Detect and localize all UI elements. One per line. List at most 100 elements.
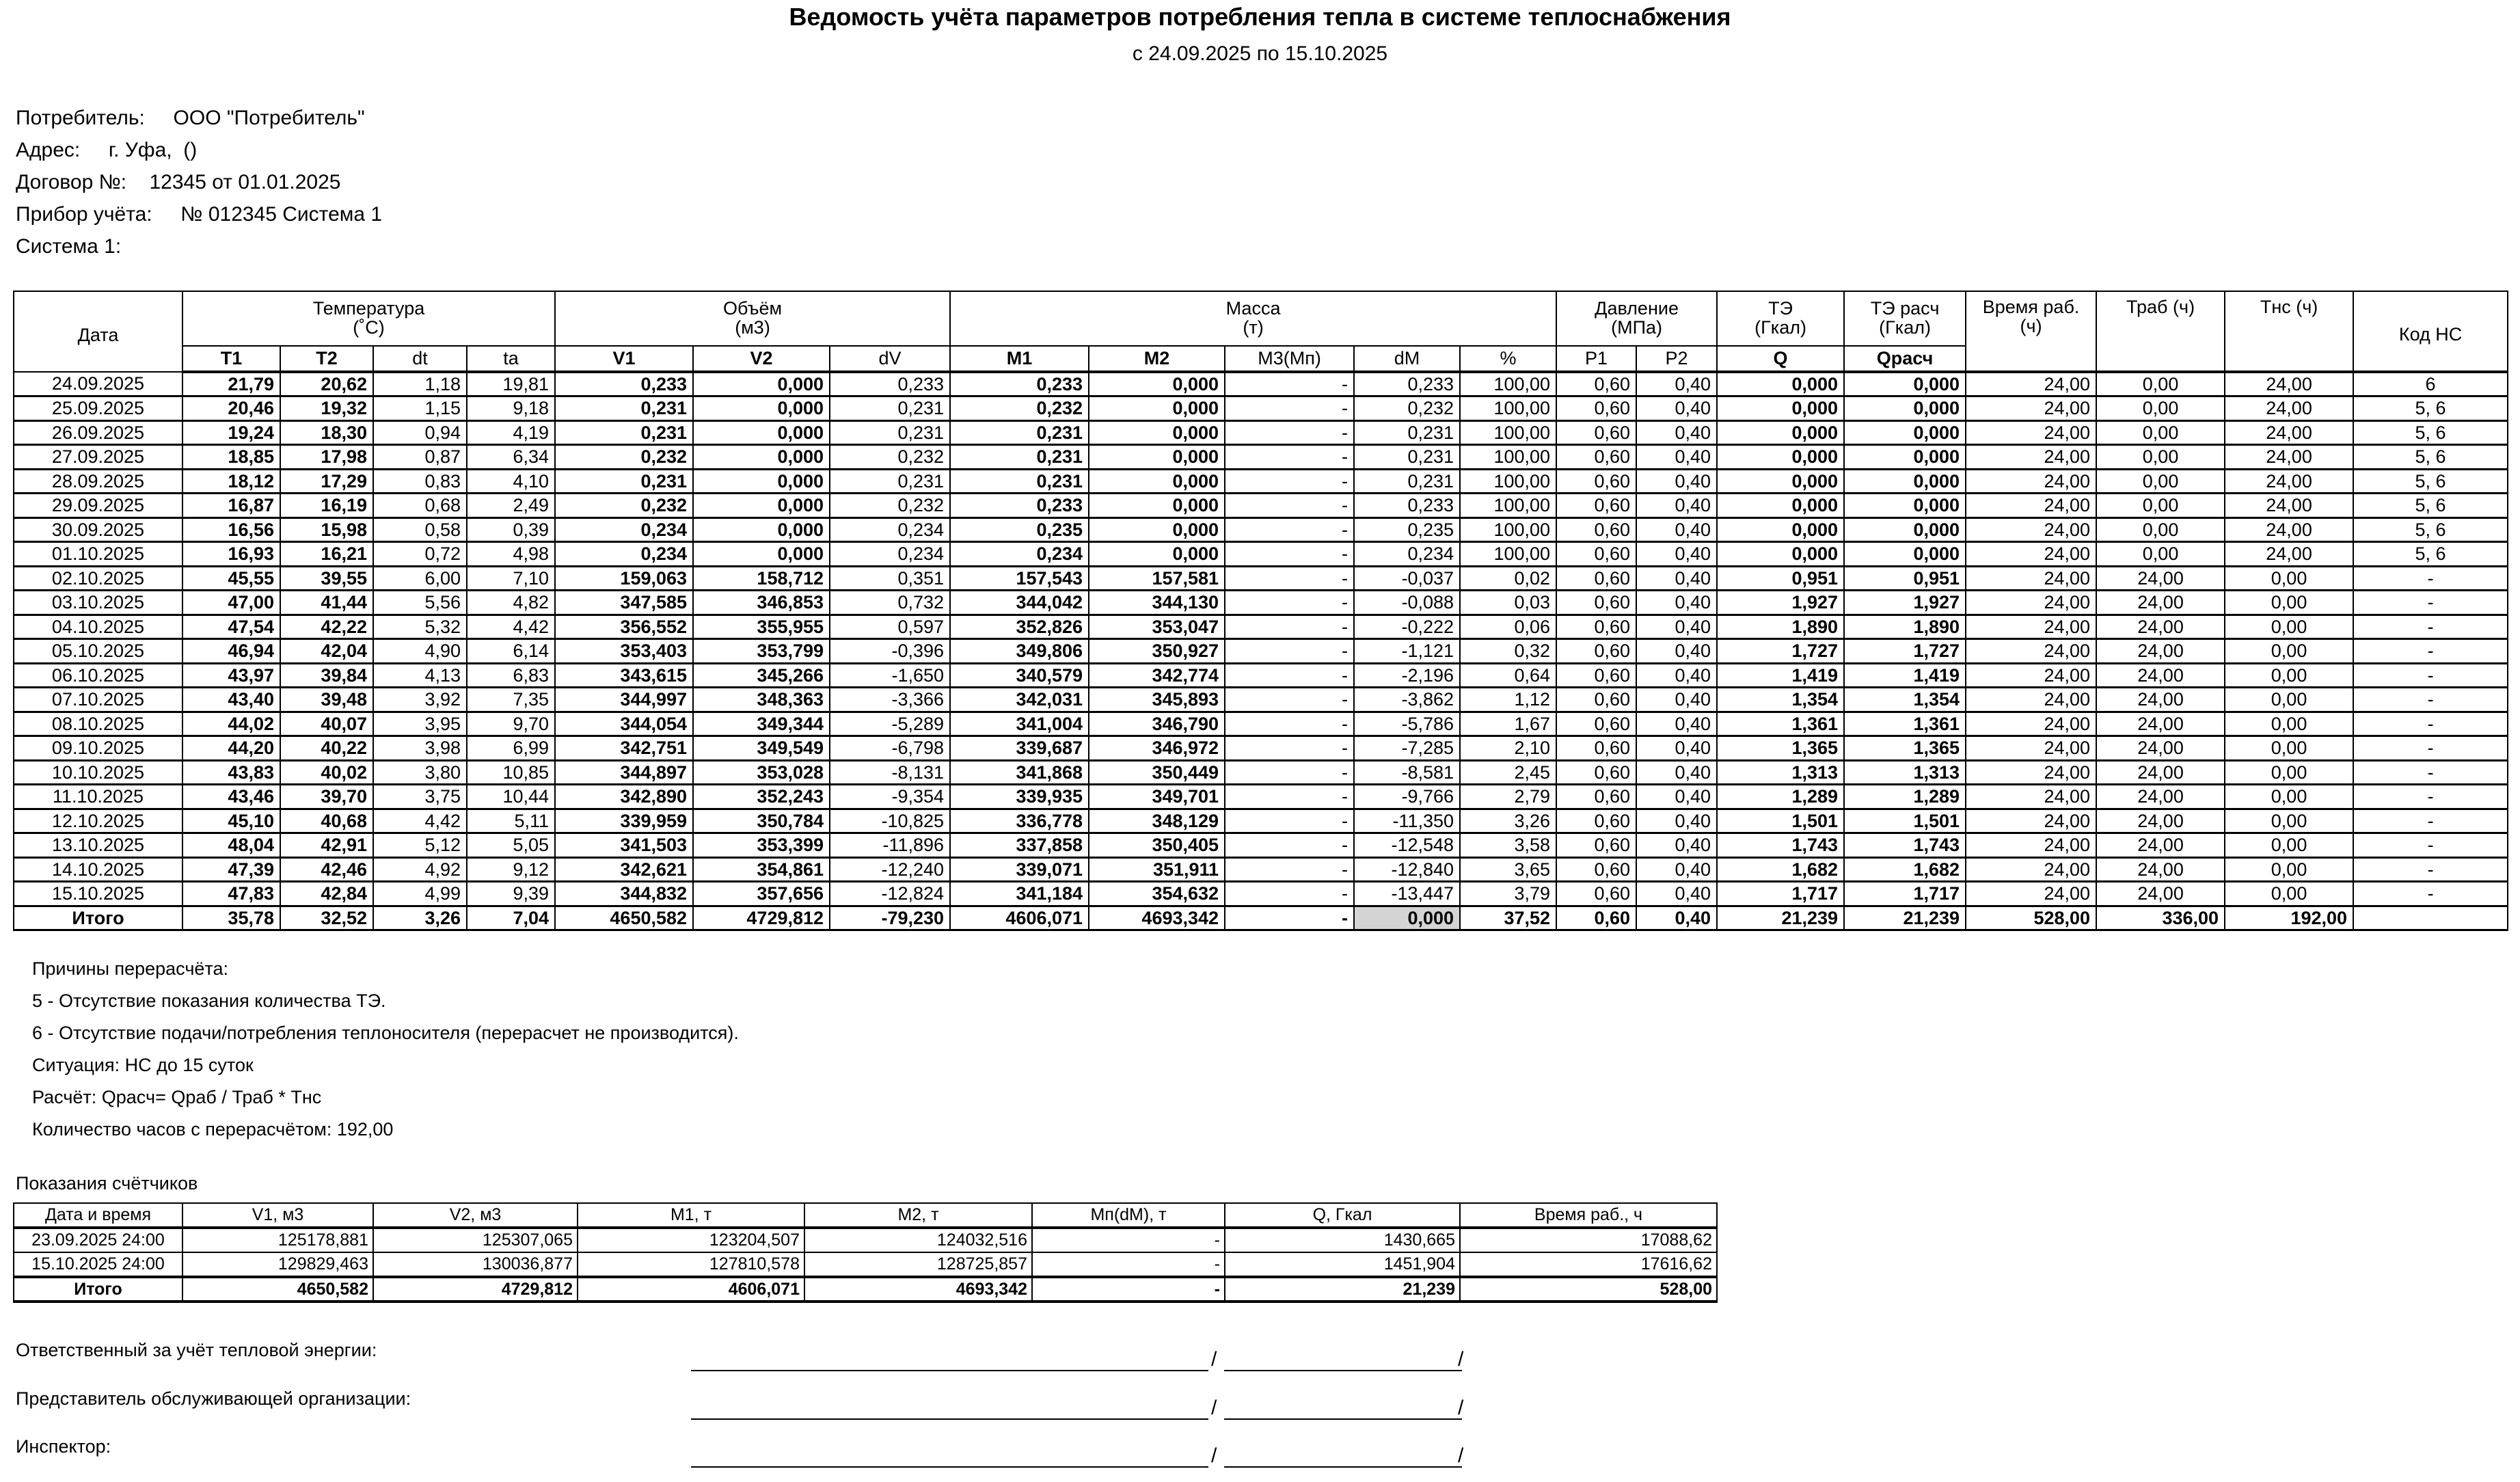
signature-label-responsible: Ответственный за учёт тепловой энергии: — [16, 1340, 377, 1360]
table-cell: 1,289 — [1716, 783, 1845, 810]
table-cell: 24,00 — [1965, 371, 2098, 397]
table-cell: 0,00 — [2224, 880, 2355, 907]
table-cell: 1,717 — [1716, 880, 1845, 907]
table-row: 01.10.2025 16,93 16,21 0,72 4,98 0,234 0,000 0,… — [13, 541, 2509, 567]
table-row: 27.09.2025 18,85 17,98 0,87 6,34 0,232 0,000 0,… — [13, 444, 2509, 470]
table-cell: 3,26 — [372, 905, 468, 931]
table-cell: -8,131 — [829, 759, 951, 785]
table-cell: 0,03 — [1459, 589, 1558, 616]
table-cell: 0,00 — [2224, 759, 2355, 785]
table-cell: - — [2353, 857, 2509, 883]
table-cell: 350,927 — [1088, 638, 1226, 664]
table-cell: -0,396 — [829, 638, 951, 664]
table-cell: 24,00 — [1965, 880, 2098, 907]
signature-slash: / — [1211, 1444, 1217, 1467]
name-slash: / — [1458, 1444, 1464, 1467]
table-cell: -0,222 — [1353, 614, 1461, 640]
note-formula: Расчёт: Qрасч= Qраб / Траб * Тнс — [32, 1087, 322, 1107]
table-cell: 24,00 — [2224, 444, 2355, 470]
table-cell: 47,83 — [182, 880, 281, 907]
meters-row: 15.10.2025 24:00 129829,463 130036,877 1278… — [13, 1252, 1718, 1278]
table-cell: - — [1224, 735, 1355, 762]
meters-cell: 130036,877 — [372, 1252, 578, 1278]
table-cell: 337,858 — [949, 832, 1090, 859]
table-cell: 7,04 — [465, 905, 556, 931]
meters-header-cell: Дата и время — [13, 1202, 183, 1229]
table-cell: 1,743 — [1716, 832, 1845, 859]
table-cell: 24,00 — [2096, 759, 2226, 785]
subheader-cell: dM — [1353, 345, 1461, 373]
table-cell: 3,98 — [372, 735, 468, 762]
table-cell: 339,935 — [949, 783, 1090, 810]
table-cell: 344,832 — [554, 880, 694, 907]
table-cell: 24,00 — [1965, 468, 2098, 494]
table-cell: 0,40 — [1636, 371, 1718, 397]
table-row: 30.09.2025 16,56 15,98 0,58 0,39 0,234 0,000 0,… — [13, 517, 2509, 543]
table-cell: 0,231 — [554, 395, 694, 422]
table-cell: 24,00 — [2096, 783, 2226, 810]
table-cell: 0,40 — [1636, 444, 1718, 470]
table-cell: 4,82 — [465, 589, 556, 616]
subheader-cell: Qрасч — [1843, 345, 1967, 373]
table-cell: 0,00 — [2224, 832, 2355, 859]
table-cell: 16,56 — [182, 517, 281, 543]
meters-cell: 17088,62 — [1459, 1227, 1718, 1253]
table-cell: 0,233 — [554, 371, 694, 397]
subheader-cell: % — [1459, 345, 1558, 373]
table-cell: 5,05 — [465, 832, 556, 859]
table-cell: 0,68 — [372, 492, 468, 519]
table-cell: 16,19 — [280, 492, 374, 519]
meters-cell: 4729,812 — [372, 1276, 578, 1303]
table-cell: 0,60 — [1556, 371, 1638, 397]
table-cell: 343,615 — [554, 662, 694, 688]
meters-total-row: Итого 4650,582 4729,812 4606,071 4693,342-21… — [13, 1276, 1718, 1303]
table-cell: 0,60 — [1556, 711, 1638, 737]
table-cell: 2,49 — [465, 492, 556, 519]
table-cell: 4,13 — [372, 662, 468, 688]
table-cell: 6,34 — [465, 444, 556, 470]
table-cell: - — [1224, 395, 1355, 422]
table-cell: 1,419 — [1716, 662, 1845, 688]
table-cell: 345,893 — [1088, 686, 1226, 713]
note-hours: Количество часов с перерасчётом: 192,00 — [32, 1119, 394, 1140]
table-cell: 0,000 — [1716, 468, 1845, 494]
table-cell: 3,58 — [1459, 832, 1558, 859]
header-trab: Траб (ч) — [2096, 291, 2226, 373]
table-cell: 5,12 — [372, 832, 468, 859]
table-cell: 6,99 — [465, 735, 556, 762]
table-row: 03.10.2025 47,00 41,44 5,56 4,82 347,585 346,8… — [13, 589, 2509, 616]
table-cell: 355,955 — [692, 614, 831, 640]
table-cell: 1,365 — [1843, 735, 1967, 762]
table-cell: 1,501 — [1843, 808, 1967, 834]
table-cell: 1,313 — [1843, 759, 1967, 785]
meters-cell: 4606,071 — [577, 1276, 805, 1303]
table-cell: 0,60 — [1556, 905, 1638, 931]
table-cell: 24,00 — [1965, 662, 2098, 688]
table-cell: 157,581 — [1088, 565, 1226, 591]
signature-slash: / — [1211, 1397, 1217, 1419]
subheader-cell: M3(Мп) — [1224, 345, 1355, 373]
table-cell: 21,239 — [1716, 905, 1845, 931]
table-cell: 6 — [2353, 371, 2509, 397]
table-cell: 0,00 — [2096, 371, 2226, 397]
table-cell: -11,350 — [1353, 808, 1461, 834]
table-cell: 0,40 — [1636, 880, 1718, 907]
table-cell: 14.10.2025 — [13, 857, 183, 883]
table-row: 26.09.2025 19,24 18,30 0,94 4,19 0,231 0,000 0,… — [13, 420, 2509, 446]
table-cell: 0,60 — [1556, 686, 1638, 713]
table-cell: 5, 6 — [2353, 541, 2509, 567]
signature-line — [691, 1370, 1208, 1371]
table-cell: 25.09.2025 — [13, 395, 183, 422]
table-cell: 340,579 — [949, 662, 1090, 688]
table-cell: 21,239 — [1843, 905, 1967, 931]
table-cell: 46,94 — [182, 638, 281, 664]
meters-header-cell: M1, т — [577, 1202, 805, 1229]
table-cell: 0,231 — [829, 420, 951, 446]
table-cell: 4,99 — [372, 880, 468, 907]
table-cell: 0,232 — [829, 492, 951, 519]
table-cell: 24,00 — [1965, 444, 2098, 470]
signature-slash: / — [1211, 1348, 1217, 1371]
table-cell: 0,40 — [1636, 783, 1718, 810]
table-cell: 21,79 — [182, 371, 281, 397]
table-cell: 0,000 — [1088, 371, 1226, 397]
